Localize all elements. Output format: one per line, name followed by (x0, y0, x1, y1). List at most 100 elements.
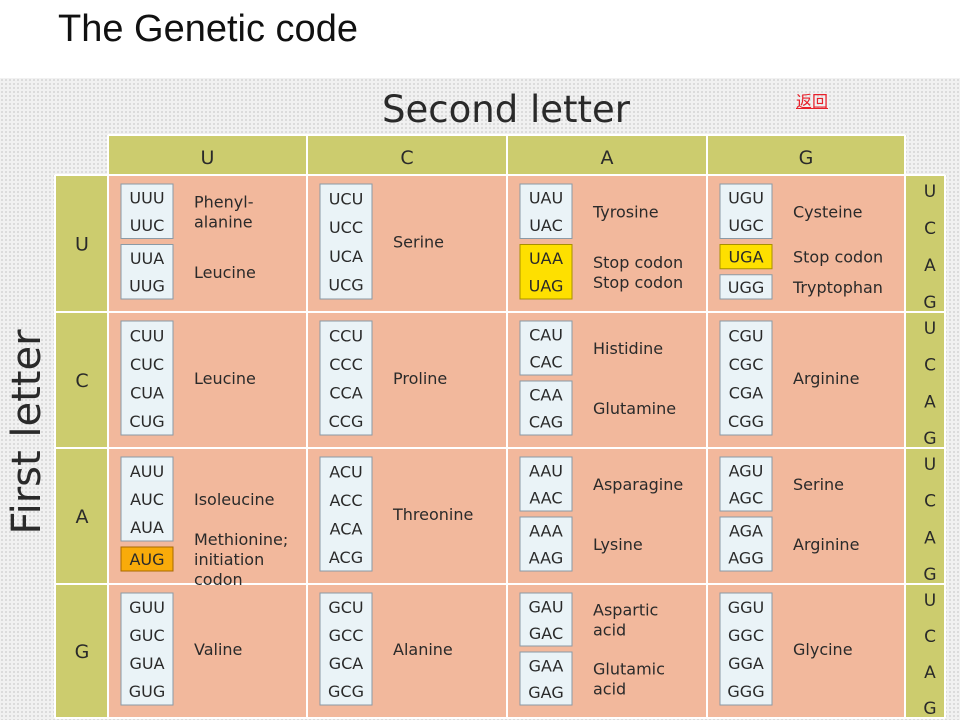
page-title: The Genetic code (58, 8, 358, 50)
first-letter-g: G (75, 641, 90, 663)
codon-ggg: GGG (727, 682, 764, 701)
codon-box (120, 320, 174, 436)
codon-aac: AAC (529, 489, 562, 508)
codon-aua: AUA (130, 518, 164, 537)
codon-gug: GUG (129, 682, 166, 701)
codon-aug: AUG (129, 550, 164, 569)
codon-acc: ACC (329, 491, 362, 510)
amino-acid-label: Stop codon (793, 248, 883, 267)
third-letter-g-g: G (923, 699, 936, 719)
first-letter-column (55, 175, 108, 718)
codon-gga: GGA (728, 654, 764, 673)
codon-ucg: UCG (328, 276, 363, 295)
codon-cga: CGA (729, 383, 764, 402)
codon-box (519, 456, 573, 512)
codon-box (719, 516, 773, 572)
codon-cug: CUG (129, 412, 164, 431)
codon-gac: GAC (529, 624, 563, 643)
third-letter-g-c: C (924, 627, 936, 647)
amino-acid-label: codon (194, 570, 243, 589)
codon-uca: UCA (329, 247, 363, 266)
amino-acid-label: Leucine (194, 263, 256, 282)
amino-acid-label: Glutamine (593, 399, 676, 418)
codon-box (519, 380, 573, 436)
codon-auc: AUC (130, 490, 164, 509)
third-letter-g-a: A (924, 663, 936, 683)
codon-cgc: CGC (729, 355, 764, 374)
first-letter-a: A (76, 506, 89, 528)
codon-box (519, 592, 573, 647)
codon-box (719, 274, 773, 300)
amino-acid-label: Cysteine (793, 202, 863, 221)
codon-box (319, 456, 373, 572)
codon-ugu: UGU (728, 189, 764, 208)
codon-box (319, 592, 373, 706)
third-letter-u-c: C (924, 219, 936, 239)
amino-acid-label: Serine (793, 475, 844, 494)
codon-aga: AGA (729, 522, 763, 541)
codon-agc: AGC (729, 489, 763, 508)
second-letter-c: C (400, 147, 413, 169)
third-letter-a-g: G (923, 565, 936, 585)
amino-acid-label: Methionine; (194, 530, 288, 549)
codon-gaa: GAA (529, 656, 564, 675)
amino-acid-label: Phenyl- (194, 192, 253, 211)
amino-acid-label: Glycine (793, 640, 853, 659)
third-letter-a-a: A (924, 528, 936, 548)
codon-auu: AUU (130, 462, 164, 481)
codon-cgg: CGG (728, 412, 764, 431)
second-letter-title: Second letter (382, 88, 631, 131)
first-letter-u: U (75, 234, 89, 256)
codon-uaa: UAA (529, 249, 563, 268)
codon-uac: UAC (529, 216, 563, 235)
third-letter-column (905, 175, 945, 718)
amino-acid-label: Stop codon (593, 253, 683, 272)
first-letter-c: C (75, 370, 88, 392)
second-letter-a: A (601, 147, 614, 169)
codon-cac: CAC (529, 353, 562, 372)
first-letter-title: First letter (4, 329, 50, 535)
codon-box (120, 456, 174, 542)
amino-acid-label: Asparagine (593, 475, 683, 494)
amino-acid-label: Leucine (194, 369, 256, 388)
amino-acid-label: Valine (194, 640, 242, 659)
codon-box (319, 320, 373, 436)
amino-acid-label: Tyrosine (592, 202, 659, 221)
codon-ccg: CCG (329, 412, 364, 431)
third-letter-c-c: C (924, 356, 936, 376)
codon-cgu: CGU (728, 326, 763, 345)
codon-gag: GAG (528, 683, 563, 702)
codon-ccc: CCC (329, 355, 363, 374)
codon-box (719, 320, 773, 436)
codon-cuc: CUC (130, 355, 164, 374)
amino-acid-label: Isoleucine (194, 490, 275, 509)
codon-uuu: UUU (129, 189, 164, 208)
amino-acid-label: Tryptophan (792, 278, 883, 297)
codon-box (120, 244, 174, 300)
amino-acid-label: Histidine (593, 339, 663, 358)
codon-acu: ACU (329, 462, 363, 481)
codon-gca: GCA (329, 654, 364, 673)
codon-box (120, 546, 174, 572)
codon-uug: UUG (129, 276, 165, 295)
codon-ugg: UGG (728, 278, 765, 297)
amino-acid-label: Arginine (793, 369, 859, 388)
codon-cua: CUA (130, 383, 164, 402)
third-letter-u-a: A (924, 256, 936, 276)
second-letter-g: G (799, 147, 814, 169)
codon-gcc: GCC (329, 626, 364, 645)
codon-caa: CAA (529, 386, 563, 405)
codon-gua: GUA (129, 654, 164, 673)
third-letter-c-g: G (923, 429, 936, 449)
codon-ucu: UCU (329, 189, 364, 208)
back-link[interactable]: 返回 (796, 92, 829, 111)
codon-acg: ACG (329, 548, 363, 567)
codon-box (319, 183, 373, 300)
third-letter-a-u: U (924, 455, 936, 475)
amino-acid-label: Aspartic (593, 601, 658, 620)
codon-guu: GUU (129, 598, 165, 617)
codon-box (120, 183, 174, 239)
amino-acid-label: Glutamic (593, 660, 665, 679)
second-letter-u: U (201, 147, 215, 169)
